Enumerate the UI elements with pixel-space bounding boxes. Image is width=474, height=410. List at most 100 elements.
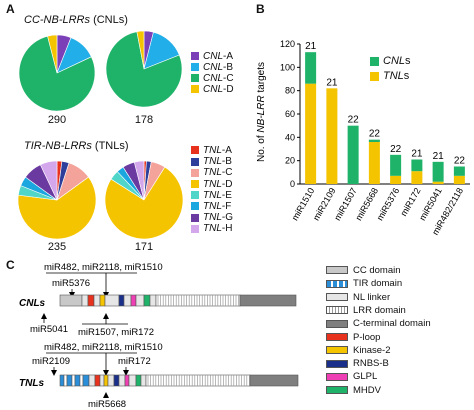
legend-label-prefix: CNL [203, 73, 224, 84]
domain-legend-item: CC domain [326, 265, 401, 276]
bar-cnls-miR1510 [305, 52, 317, 84]
pie-cnl1-slice-3 [47, 34, 58, 74]
legend-label-prefix: TNL [203, 189, 222, 201]
domain-legend-label: C-terminal domain [353, 318, 431, 330]
ylabel-suffix: targets [256, 62, 267, 95]
pie-cnl-290 [18, 34, 96, 112]
panel-b-letter: B [256, 2, 265, 16]
tnl-legend-item: TNL-H [191, 223, 232, 235]
tir-segment [59, 374, 65, 387]
nb-segment [135, 294, 145, 307]
tnl-count-2: 171 [134, 241, 154, 253]
legend-label-suffix: s [405, 55, 411, 67]
bar-tnls-miR5668 [368, 142, 380, 184]
pie-tnl2-slice-3 [104, 166, 184, 240]
mhdv-segment [135, 374, 142, 387]
bar-tnls-miR2109 [326, 88, 338, 184]
legend-label-prefix: TNL [203, 223, 222, 235]
c-terminal-domain-segment [239, 294, 297, 307]
tnl-row-label: TNLs [19, 378, 44, 389]
domain-legend-label: P-loop [353, 331, 381, 343]
bar-cnls-miR5041 [432, 161, 444, 182]
legend-swatch [191, 213, 199, 222]
lrr-domain-segment [145, 374, 251, 387]
mhdv-segment [143, 294, 151, 307]
pie-tnl-171 [104, 160, 184, 240]
cnl-annot-top-single: miR5376 [52, 278, 90, 289]
glpl-segment [124, 374, 130, 387]
cnl-legend-item: CNL-C [191, 73, 234, 85]
legend-label: CNL [383, 55, 406, 67]
cnl-legend-item: CNL-D [191, 84, 234, 96]
domain-legend-swatch [326, 293, 348, 302]
tnl-annot-left: miR2109 [32, 356, 70, 367]
domain-legend-item: P-loop [326, 332, 380, 343]
y-tick-label: 20 [285, 156, 295, 166]
legend-label-prefix: CNL [203, 62, 224, 73]
domain-legend-item: NL linker [326, 292, 390, 303]
legend-label-prefix: CNL [203, 84, 224, 95]
tnl-legend-item: TNL-B [191, 156, 232, 168]
legend-swatch [191, 85, 199, 94]
tnl-legend-item: TNL-C [191, 167, 232, 179]
bar-tnls-miR482/2118 [453, 175, 465, 184]
domain-legend-item: LRR domain [326, 305, 406, 316]
tnl-annot-right: miR172 [118, 356, 151, 367]
domain-legend-item: TIR domain [326, 278, 402, 289]
pie-tnl2-slice-7 [133, 160, 145, 201]
legend-swatch [191, 168, 199, 177]
cnl-annot-bottom-left: miR5041 [30, 324, 68, 335]
rnbs-b-segment [113, 374, 120, 387]
domain-legend-label: LRR domain [353, 304, 406, 316]
legend-swatch [370, 71, 379, 81]
legend-swatch [191, 74, 199, 83]
bar-value-label: 22 [454, 156, 466, 167]
y-tick-label: 100 [280, 62, 295, 72]
bar-cnls-miR5376 [390, 154, 402, 176]
panel-c-letter: C [6, 258, 15, 272]
tnl-annot-bottom: miR5668 [88, 399, 126, 410]
legend-label-suffix: -C [223, 73, 234, 84]
c-terminal-domain-segment [249, 374, 299, 387]
cnl-legend-item: CNL-B [191, 62, 233, 74]
nb-segment [118, 374, 126, 387]
pie-cnl-178 [105, 30, 183, 108]
ylabel-italic: NB-LRR [256, 95, 267, 132]
y-tick-label: 80 [285, 86, 295, 96]
bar-value-label: 21 [433, 151, 445, 162]
nb-segment [104, 294, 120, 307]
domain-legend-swatch [326, 266, 348, 275]
bar-value-label: 22 [390, 144, 402, 155]
bar-cnls-miR5668 [368, 139, 380, 142]
panel-a-letter: A [6, 2, 15, 16]
legend-swatch [191, 146, 199, 155]
bar-cnls-miR172 [411, 159, 423, 172]
pie-tnl-235 [17, 160, 97, 240]
legend-swatch [191, 63, 199, 72]
legend-label-prefix: TNL [203, 145, 222, 156]
legend-swatch [191, 191, 199, 200]
nb-segment [123, 294, 132, 307]
cnl-title-paren: (CNLs) [93, 14, 128, 26]
domain-legend-swatch [326, 332, 348, 341]
domain-legend-item: C-terminal domain [326, 318, 431, 329]
ylabel-prefix: No. of [256, 133, 267, 162]
cnl-annot-bottom-group: miR1507, miR172 [78, 327, 154, 338]
domain-legend-swatch [326, 372, 348, 381]
tnl-section-title: TIR-NB-LRRs (TNLs) [24, 140, 129, 152]
tnl-title-paren: (TNLs) [94, 140, 129, 152]
nb-segment [107, 374, 115, 387]
legend-label-prefix: TNL [203, 178, 222, 190]
domain-legend-label: MHDV [353, 384, 381, 396]
y-tick-label: 60 [285, 109, 295, 119]
domain-legend-swatch [326, 386, 348, 395]
legend-label-suffix: -D [223, 84, 234, 95]
legend-label-suffix: -F [221, 201, 232, 212]
cnl-section-title: CC-NB-LRRs (CNLs) [24, 14, 128, 26]
bar-chart-ylabel: No. of NB-LRR targets [256, 62, 267, 162]
tir-segment [74, 374, 81, 387]
kinase-2-segment [99, 294, 106, 307]
legend-label-suffix: -C [221, 167, 233, 179]
pie-tnl1-slice-7 [39, 160, 58, 201]
